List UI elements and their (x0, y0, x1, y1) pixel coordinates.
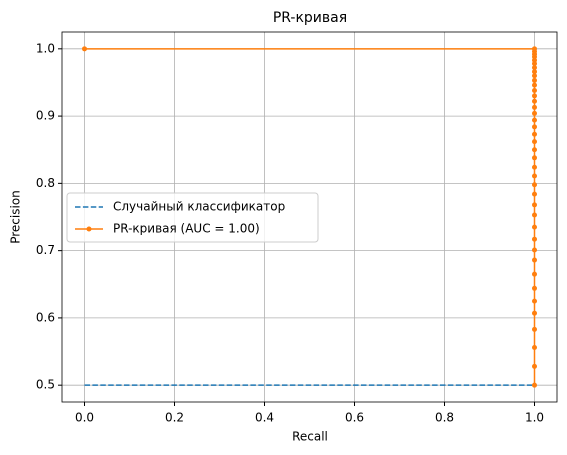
series-marker (532, 61, 537, 67)
series-marker (82, 46, 87, 52)
plot-frame (61, 31, 558, 403)
series-marker (532, 73, 537, 79)
series-marker (532, 310, 537, 316)
x-tick-label: 0.4 (255, 411, 274, 425)
y-tick-label: 1.0 (36, 41, 55, 55)
series-marker (532, 236, 537, 242)
series-marker (532, 247, 537, 253)
series-marker (532, 173, 537, 179)
series-marker (532, 131, 537, 137)
y-tick-label: 0.7 (36, 243, 55, 257)
series-marker (532, 363, 537, 369)
series-marker (532, 82, 537, 88)
x-tick-label: 0.6 (345, 411, 364, 425)
series-marker (532, 88, 537, 94)
series-marker (532, 104, 537, 110)
y-tick-label: 0.9 (36, 109, 55, 123)
series-marker (532, 257, 537, 263)
y-axis-label: Precision (9, 190, 23, 244)
x-tick-label: 0.0 (75, 411, 94, 425)
x-tick-label: 0.8 (435, 411, 454, 425)
series-marker (532, 155, 537, 161)
legend-box (66, 192, 319, 243)
series-marker (532, 124, 537, 130)
series-marker (532, 382, 537, 388)
legend: Случайный классификатор PR-кривая (AUC = … (66, 192, 319, 243)
series-marker (532, 191, 537, 197)
series-marker (532, 139, 537, 145)
series-marker (532, 65, 537, 71)
series-marker (532, 147, 537, 153)
legend-marker (86, 226, 92, 232)
series-marker (532, 285, 537, 291)
x-axis-label: Recall (292, 430, 328, 444)
series-marker (532, 93, 537, 99)
series-marker (532, 117, 537, 123)
series-marker (532, 298, 537, 304)
y-tick-label: 0.6 (36, 310, 55, 324)
series-marker (532, 224, 537, 230)
legend-label: Случайный классификатор (113, 200, 285, 214)
series-marker (532, 326, 537, 332)
legend-label: PR-кривая (AUC = 1.00) (113, 222, 260, 236)
y-tick-label: 0.8 (36, 176, 55, 190)
series-marker (532, 182, 537, 188)
series-marker (532, 345, 537, 351)
series-marker (532, 271, 537, 277)
series-marker (532, 212, 537, 218)
series-marker (532, 98, 537, 104)
series-marker (532, 164, 537, 170)
chart-title: PR-кривая (273, 10, 347, 26)
series-marker (532, 69, 537, 75)
y-tick-label: 0.5 (36, 378, 55, 392)
series-marker (532, 202, 537, 208)
x-tick-label: 1.0 (525, 411, 544, 425)
series-marker (532, 110, 537, 116)
series-marker (532, 77, 537, 83)
x-tick-label: 0.2 (165, 411, 184, 425)
